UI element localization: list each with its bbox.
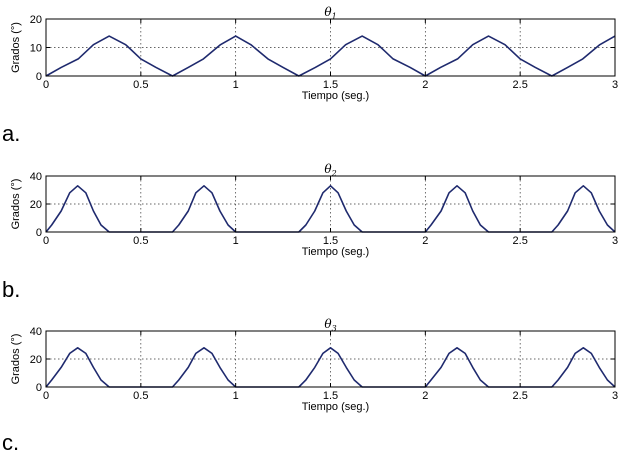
y-axis-label: Grados (°): [10, 179, 22, 230]
panel-letter: b.: [2, 277, 20, 302]
y-tick-label: 0: [36, 227, 42, 239]
x-tick-label: 1: [233, 235, 239, 247]
series-line: [45, 347, 616, 388]
y-tick-label: 40: [30, 171, 42, 183]
y-axis-label: Grados (°): [10, 334, 22, 385]
chart-panel-3: 0 0.5 1 1.5 2 2.5 3 0 20 40 Tiempo (seg.) Grados (°…: [2, 317, 618, 455]
x-tick-label: 2.5: [513, 235, 528, 247]
y-axis-label: Grados (°): [10, 22, 22, 73]
chart-title-symbol: θ: [324, 5, 332, 19]
chart-panel-2: 0 0.5 1 1.5 2 2.5 3 0 20 40 Tiempo (seg.) Grados (°…: [2, 162, 618, 302]
x-axis-label: Tiempo (seg.): [302, 401, 369, 413]
x-tick-label: 1.5: [323, 79, 338, 91]
x-tick-label: 2.5: [513, 390, 528, 402]
y-tick-label: 20: [30, 14, 42, 26]
x-tick-label: 1.5: [323, 235, 338, 247]
x-tick-label: 0: [43, 79, 49, 91]
x-tick-label: 1: [233, 390, 239, 402]
x-tick-label: 1.5: [323, 390, 338, 402]
x-tick-label: 2.5: [513, 79, 528, 91]
x-tick-label: 3: [612, 235, 618, 247]
chart-title: θ1: [324, 5, 336, 21]
x-tick-label: 0: [43, 390, 49, 402]
x-axis-label: Tiempo (seg.): [302, 90, 369, 102]
x-tick-label: 2: [422, 235, 428, 247]
series-line: [45, 35, 616, 77]
chart-title-subscript: 3: [332, 324, 337, 333]
x-tick-label: 2: [422, 79, 428, 91]
x-tick-label: 3: [612, 390, 618, 402]
y-tick-label: 20: [30, 354, 42, 366]
y-tick-label: 0: [36, 382, 42, 394]
chart-title-subscript: 1: [332, 12, 337, 21]
y-tick-label: 0: [36, 71, 42, 83]
x-tick-label: 2: [422, 390, 428, 402]
x-axis-label: Tiempo (seg.): [302, 246, 369, 258]
series-line: [45, 185, 616, 233]
chart-title-subscript: 2: [331, 169, 337, 178]
chart-title-symbol: θ: [324, 162, 332, 176]
x-tick-label: 0.5: [133, 235, 148, 247]
chart-title: θ2: [324, 162, 336, 178]
chart-title: θ3: [324, 317, 336, 333]
y-tick-label: 10: [30, 43, 42, 55]
x-tick-label: 0: [43, 235, 49, 247]
chart-title-symbol: θ: [324, 317, 332, 331]
x-tick-label: 0.5: [133, 79, 148, 91]
y-tick-label: 40: [30, 326, 42, 338]
panel-letter: a.: [2, 121, 20, 146]
x-tick-label: 1: [233, 79, 239, 91]
x-tick-label: 0.5: [133, 390, 148, 402]
y-tick-label: 20: [30, 199, 42, 211]
panel-letter: c.: [2, 430, 19, 455]
x-tick-label: 3: [612, 79, 618, 91]
chart-panel-1: 0 0.5 1 1.5 2 2.5 3 0 10 20 Tiempo (seg.) Grados (°…: [2, 5, 618, 146]
